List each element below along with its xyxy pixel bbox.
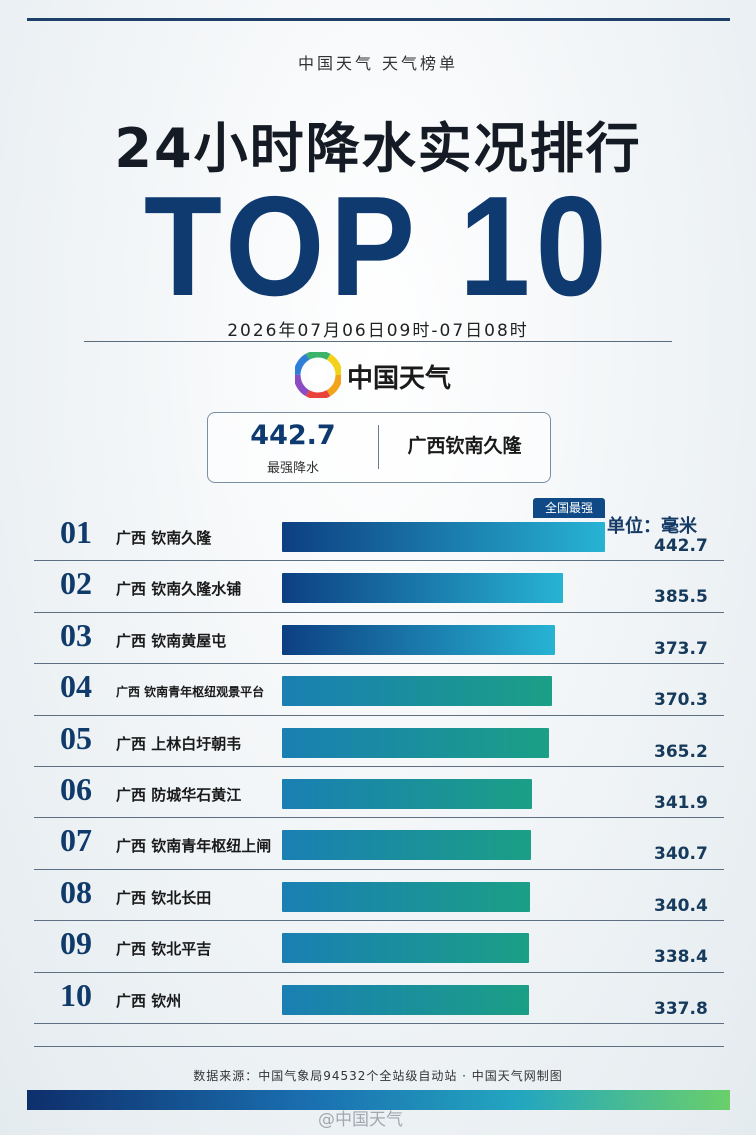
ranking-row: 06 广西 防城华石黄江 341.9 — [0, 767, 756, 819]
station-name: 广西 钦南久隆 — [116, 529, 212, 547]
rainfall-value-label: 340.7 — [654, 844, 708, 865]
top-rule — [27, 18, 730, 21]
ranking-row: 09 广西 钦北平吉 338.4 — [0, 921, 756, 973]
date-range: 2026年07月06日09时-07日08时 — [227, 321, 529, 341]
rainfall-bar — [282, 624, 555, 655]
rank-number: 02 — [60, 565, 92, 602]
rainfall-bar — [282, 881, 531, 912]
rank-number: 09 — [60, 925, 92, 962]
rank-number: 07 — [60, 822, 92, 859]
page-title: 24小时降水实况排行 — [114, 117, 642, 180]
rainfall-value-label: 341.9 — [654, 793, 708, 813]
row-divider — [34, 868, 724, 870]
row-divider — [34, 971, 724, 973]
ranking-row: 10 广西 钦州 337.8 — [0, 973, 756, 1024]
top10-heading: TOP 10 — [143, 167, 613, 326]
max-value: 442.7 — [250, 420, 336, 451]
station-name: 广西 防城华石黄江 — [116, 786, 242, 804]
row-divider — [34, 663, 724, 665]
rainfall-value-label: 337.8 — [654, 998, 708, 1019]
ranking-row: 01 广西 钦南久隆 442.7 — [0, 510, 756, 562]
row-divider — [34, 1022, 724, 1024]
rainfall-value-label: 385.5 — [654, 587, 708, 608]
rank-number: 01 — [60, 514, 92, 550]
ranking-row: 02 广西 钦南久隆水铺 385.5 — [0, 561, 756, 613]
rainfall-bar — [282, 984, 529, 1015]
max-place: 广西钦南久隆 — [407, 435, 522, 457]
row-divider — [34, 714, 724, 716]
rainfall-bar — [282, 727, 549, 758]
station-name: 广西 钦南青年枢纽观景平台 — [116, 685, 265, 700]
station-name: 广西 上林白圩朝韦 — [116, 734, 242, 753]
rainfall-bar — [282, 573, 564, 604]
ranking-row: 08 广西 钦北长田 340.4 — [0, 870, 756, 922]
rank-number: 08 — [60, 873, 92, 910]
row-divider — [34, 817, 724, 819]
rainfall-bar — [282, 522, 605, 552]
data-source: 数据来源：中国气象局94532个全站级自动站 · 中国天气网制图 — [193, 1069, 563, 1083]
row-divider — [34, 611, 724, 613]
footer-gradient-bar — [27, 1090, 730, 1110]
unit-label: 单位：毫米 — [607, 516, 697, 537]
station-name: 广西 钦州 — [116, 991, 182, 1010]
row-divider — [34, 920, 724, 922]
ranking-row: 07 广西 钦南青年枢纽上闸 340.7 — [0, 818, 756, 870]
row-divider — [34, 765, 724, 767]
station-name: 广西 钦南久隆水铺 — [116, 580, 242, 599]
rainfall-value-label: 365.2 — [654, 741, 708, 762]
rainfall-value-label: 370.3 — [654, 690, 708, 711]
rainfall-value-label: 338.4 — [654, 947, 708, 968]
max-label: 最强降水 — [266, 461, 319, 476]
summary-divider — [378, 425, 379, 469]
rank-number: 05 — [60, 719, 92, 756]
rainfall-bar — [282, 779, 532, 809]
watermark: @中国天气 — [318, 1110, 403, 1130]
ranking-row: 04 广西 钦南青年枢纽观景平台 370.3 — [0, 664, 756, 716]
rainfall-bar — [282, 830, 531, 861]
logo-text: 中国天气 — [347, 364, 452, 394]
kicker: 中国天气 天气榜单 — [297, 54, 459, 73]
station-name: 广西 钦北平吉 — [116, 940, 212, 959]
rank-number: 10 — [60, 976, 92, 1013]
rainfall-value-label: 442.7 — [654, 536, 708, 556]
ranking-row: 05 广西 上林白圩朝韦 365.2 — [0, 716, 756, 767]
national-max-badge: 全国最强 — [533, 498, 605, 518]
rank-number: 03 — [60, 616, 92, 653]
rainfall-bar — [282, 676, 553, 707]
rank-number: 06 — [60, 771, 92, 807]
station-name: 广西 钦北长田 — [116, 888, 212, 907]
china-weather-logo-icon — [295, 352, 341, 398]
rank-number: 04 — [60, 668, 92, 705]
station-name: 广西 钦南青年枢纽上闸 — [116, 837, 272, 856]
rainfall-bar — [282, 933, 529, 964]
ranking-row: 03 广西 钦南黄屋屯 373.7 — [0, 613, 756, 665]
bottom-rule — [34, 1046, 724, 1047]
rainfall-value-label: 373.7 — [654, 638, 708, 659]
row-divider — [34, 560, 724, 562]
station-name: 广西 钦南黄屋屯 — [116, 631, 227, 650]
rainfall-value-label: 340.4 — [654, 895, 708, 916]
date-divider — [84, 341, 672, 342]
max-summary-box: 442.7 最强降水 广西钦南久隆 — [207, 412, 551, 483]
